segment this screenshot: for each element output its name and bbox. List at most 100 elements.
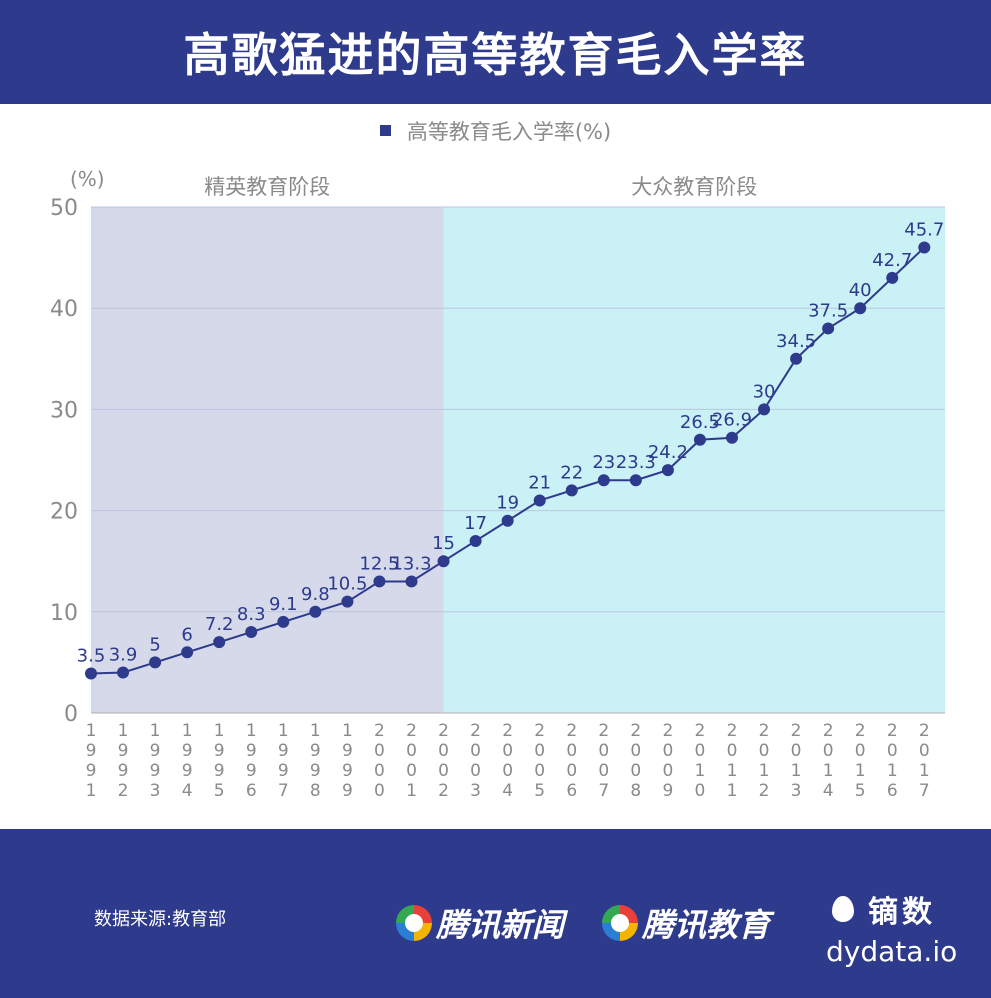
data-point	[629, 474, 642, 487]
data-label: 45.7	[904, 219, 944, 240]
data-point	[822, 322, 835, 335]
chart-title: 高歌猛进的高等教育毛入学率	[0, 0, 991, 104]
data-label: 26.5	[680, 412, 720, 433]
data-label: 7.2	[205, 614, 234, 635]
data-point	[437, 555, 450, 568]
data-point	[661, 464, 674, 477]
region-band	[443, 207, 945, 713]
tencent-logo-icon	[602, 905, 638, 941]
data-label: 23	[592, 452, 615, 473]
data-point	[309, 605, 322, 618]
tencent-news-logo: 腾讯新闻	[396, 901, 564, 945]
data-label: 30	[753, 381, 776, 402]
y-axis-label: (%)	[70, 167, 105, 191]
data-label: 40	[849, 280, 872, 301]
data-point	[341, 595, 354, 608]
data-point	[245, 626, 258, 639]
data-point	[117, 666, 130, 679]
data-label: 22	[560, 462, 583, 483]
data-label: 12.5	[359, 553, 399, 574]
data-label: 6	[181, 624, 192, 645]
y-tick-label: 50	[50, 196, 78, 221]
data-source: 数据来源:教育部	[94, 909, 227, 930]
data-point	[469, 534, 482, 547]
tencent-logo-icon	[396, 905, 432, 941]
data-point	[886, 271, 899, 284]
data-label: 34.5	[776, 331, 816, 352]
tencent-edu-logo: 腾讯教育	[602, 901, 770, 945]
data-point	[790, 352, 803, 365]
droplet-icon	[832, 896, 854, 922]
data-point	[726, 431, 738, 444]
data-point	[181, 646, 194, 659]
data-point	[758, 403, 771, 416]
line-chart: 精英教育阶段 大众教育阶段 0 10 20 30 40 50 (%) 1 9 9 1 1 9 9 2 1 9 9 3 1 9…	[50, 167, 945, 801]
data-label: 10.5	[327, 574, 367, 595]
region-label: 精英教育阶段	[204, 175, 330, 199]
data-point	[693, 433, 706, 446]
data-point	[918, 241, 931, 254]
data-point	[854, 302, 867, 315]
data-label: 8.3	[237, 604, 266, 625]
data-label: 13.3	[391, 553, 431, 574]
data-point	[501, 514, 514, 527]
data-point	[597, 474, 610, 487]
data-label: 21	[528, 472, 551, 493]
chart-legend: 高等教育毛入学率(%)	[0, 116, 991, 146]
data-label: 42.7	[872, 250, 912, 271]
tencent-news-text: 腾讯新闻	[436, 906, 565, 944]
data-point	[85, 667, 97, 680]
y-tick-label: 10	[50, 601, 78, 626]
data-label: 9.1	[269, 594, 298, 615]
region-label: 大众教育阶段	[631, 175, 757, 199]
data-point	[149, 656, 162, 669]
tencent-edu-text: 腾讯教育	[642, 906, 771, 944]
legend-swatch	[379, 125, 391, 136]
data-label: 19	[496, 493, 519, 514]
y-tick-label: 40	[50, 297, 78, 322]
dydata-brand: 镝数	[868, 895, 936, 930]
data-label: 3.5	[77, 646, 106, 667]
region-band	[91, 207, 444, 713]
data-label: 26.9	[712, 410, 752, 431]
data-label: 23.3	[616, 452, 656, 473]
data-label: 24.2	[648, 442, 688, 463]
data-label: 9.8	[301, 584, 330, 605]
data-point	[405, 575, 418, 588]
y-tick-label: 0	[64, 702, 78, 727]
y-tick-label: 30	[50, 398, 78, 423]
data-label: 5	[149, 634, 160, 655]
dydata-url: dydata.io	[826, 935, 958, 968]
data-point	[373, 575, 386, 588]
data-label: 3.9	[109, 645, 138, 666]
data-label: 17	[464, 513, 487, 534]
data-point	[565, 484, 578, 497]
data-point	[533, 494, 546, 507]
footer: 数据来源:教育部 腾讯新闻 腾讯教育 镝数 dydata.io	[0, 829, 991, 998]
dydata-logo: 镝数 dydata.io	[826, 887, 966, 968]
